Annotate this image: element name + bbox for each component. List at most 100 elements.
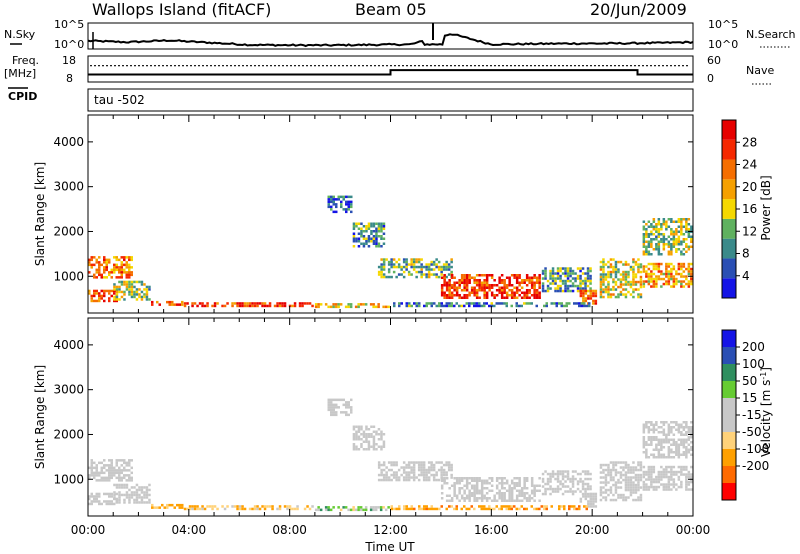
scatter-cell — [93, 273, 96, 277]
scatter-cell — [402, 265, 406, 269]
scatter-cell — [682, 468, 686, 471]
scatter-cell — [128, 459, 131, 462]
scatter-cell — [465, 274, 469, 277]
power-scatter — [88, 195, 693, 309]
scatter-cell — [108, 492, 111, 496]
scatter-cell — [647, 438, 651, 441]
scatter-cell — [415, 476, 418, 479]
scatter-cell — [657, 240, 661, 243]
scatter-cell — [619, 476, 623, 479]
scatter-cell — [498, 492, 501, 495]
scatter-cell — [639, 278, 643, 281]
scatter-cell — [670, 475, 673, 479]
scatter-cell — [602, 486, 605, 489]
scatter-cell — [455, 482, 459, 485]
scatter-cell — [385, 471, 388, 474]
scatter-cell — [657, 431, 661, 434]
scatter-cell — [639, 263, 643, 266]
scatter-cell — [670, 483, 673, 486]
scatter-cell — [647, 478, 651, 481]
scatter-cell — [559, 277, 562, 280]
scatter-cell — [655, 235, 658, 238]
scatter-cell — [427, 270, 431, 274]
scatter-cell — [549, 277, 552, 280]
scatter-cell — [365, 435, 368, 438]
scatter-cell — [576, 289, 580, 293]
scatter-cell — [680, 223, 683, 226]
scatter-cell — [382, 440, 386, 443]
scatter-cell — [370, 232, 373, 235]
scatter-cell — [425, 265, 428, 269]
scatter-cell — [576, 284, 580, 288]
scatter-cell — [490, 286, 494, 289]
scatter-cell — [685, 473, 688, 476]
scatter-cell — [586, 485, 590, 488]
scatter-cell — [680, 433, 683, 436]
scatter-cell — [168, 503, 171, 507]
scatter-cell — [627, 283, 630, 286]
scatter-cell — [667, 451, 671, 454]
scatter-cell — [568, 507, 571, 511]
scatter-cell — [448, 302, 451, 305]
scatter-cell — [103, 479, 106, 482]
scatter-cell — [687, 282, 691, 286]
velocity-colorbar-segment — [722, 347, 736, 364]
scatter-cell — [629, 488, 633, 492]
scatter-cell — [660, 446, 663, 449]
scatter-cell — [412, 258, 416, 261]
scatter-cell — [370, 240, 373, 243]
scatter-cell — [652, 426, 656, 429]
scatter-cell — [110, 476, 113, 480]
scatter-cell — [151, 506, 154, 509]
scatter-cell — [566, 485, 570, 488]
scatter-cell — [538, 489, 541, 492]
scatter-cell — [604, 468, 608, 472]
scatter-cell — [571, 490, 575, 493]
scatter-cell — [549, 492, 552, 496]
scatter-cell — [483, 294, 486, 297]
scatter-cell — [330, 198, 333, 201]
scatter-cell — [645, 250, 648, 253]
scatter-cell — [546, 482, 550, 486]
scatter-cell — [357, 222, 361, 225]
scatter-cell — [564, 470, 567, 473]
scatter-cell — [672, 233, 676, 236]
scatter-cell — [410, 263, 413, 266]
scatter-cell — [330, 411, 333, 414]
scatter-cell — [412, 268, 416, 271]
scatter-cell — [690, 428, 693, 431]
scatter-cell — [665, 280, 668, 283]
scatter-cell — [412, 478, 416, 482]
scatter-cell — [645, 453, 648, 456]
scatter-cell — [367, 222, 371, 225]
scatter-cell — [330, 208, 333, 211]
scatter-cell — [690, 225, 693, 228]
scatter-cell — [665, 262, 668, 266]
scatter-cell — [233, 505, 237, 508]
scatter-cell — [278, 507, 282, 511]
scatter-cell — [380, 273, 383, 276]
scatter-cell — [443, 279, 446, 282]
scatter-cell — [564, 282, 567, 285]
scatter-cell — [576, 267, 580, 270]
scatter-cell — [93, 471, 96, 475]
scatter-cell — [682, 280, 686, 283]
scatter-cell — [508, 487, 511, 490]
scatter-cell — [687, 218, 691, 221]
scatter-cell — [108, 459, 111, 462]
scatter-cell — [520, 487, 524, 490]
scatter-cell — [133, 498, 136, 502]
scatter-cell — [105, 479, 108, 482]
scatter-cell — [120, 483, 124, 487]
scatter-cell — [392, 473, 396, 477]
scatter-cell — [408, 302, 411, 305]
scatter-cell — [642, 443, 646, 446]
scatter-cell — [602, 270, 605, 274]
scatter-cell — [216, 507, 219, 511]
scatter-cell — [510, 304, 513, 308]
scatter-cell — [128, 469, 131, 472]
scatter-cell — [370, 425, 373, 428]
scatter-cell — [533, 286, 536, 289]
scatter-cell — [589, 497, 593, 501]
scatter-cell — [100, 297, 103, 300]
